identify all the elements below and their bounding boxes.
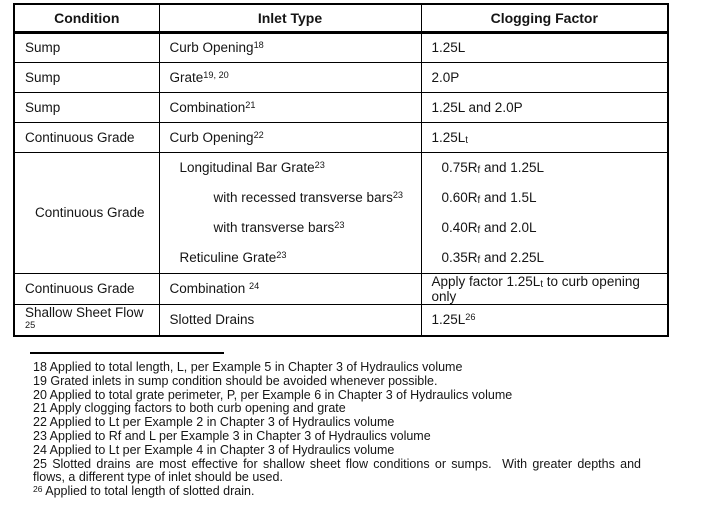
header-cell-clogging-factor: Clogging Factor xyxy=(420,3,669,34)
cell-inlet-type: Combination 24 xyxy=(158,272,422,305)
footnotes-block: 18 Applied to total length, L, per Examp… xyxy=(33,360,641,499)
condition-text: Continuous Grade xyxy=(35,204,145,220)
cell-condition: Sump xyxy=(13,91,160,123)
inlet-line-transverse-bars: with transverse bars23 xyxy=(213,219,345,235)
table-row-shallow-sheet-flow-slotted-drains: Shallow Sheet Flow 25 Slotted Drains 1.2… xyxy=(13,303,669,336)
document-page: Condition Inlet Type Clogging Factor Sum… xyxy=(13,3,669,337)
footnote-24: 24 Applied to Lt per Example 4 in Chapte… xyxy=(33,442,395,457)
factor-line-1: 0.75Rf and 1.25L xyxy=(441,159,545,177)
cell-clogging-factor: Apply factor 1.25Lt to curb opening only xyxy=(420,272,669,305)
cell-inlet-type: Curb Opening18 xyxy=(158,31,422,63)
factor-line-4: 0.35Rf and 2.25L xyxy=(441,249,545,267)
table-header-row: Condition Inlet Type Clogging Factor xyxy=(13,3,669,34)
table-row-continuous-grade-curb-opening: Continuous Grade Curb Opening22 1.25Lt xyxy=(13,121,669,153)
inlet-line-longitudinal-bar-grate: Longitudinal Bar Grate23 xyxy=(179,159,325,175)
cell-inlet-type: Grate19, 20 xyxy=(158,61,422,93)
cell-clogging-factor: 1.25L xyxy=(420,31,669,63)
cell-inlet-type: Longitudinal Bar Grate23 with recessed t… xyxy=(158,151,422,274)
cell-condition: Shallow Sheet Flow 25 xyxy=(13,303,160,336)
footnote-23: 23 Applied to Rf and L per Example 3 in … xyxy=(33,428,431,443)
table-row-continuous-grade-combination: Continuous Grade Combination 24 Apply fa… xyxy=(13,272,669,305)
cell-condition: Sump xyxy=(13,31,160,63)
footnote-26: 26 Applied to total length of slotted dr… xyxy=(33,483,255,499)
clogging-factor-table: Condition Inlet Type Clogging Factor Sum… xyxy=(13,3,669,337)
inlet-line-reticuline-grate: Reticuline Grate23 xyxy=(179,249,287,265)
factor-line-2: 0.60Rf and 1.5L xyxy=(441,189,537,207)
table-row-sump-curb-opening: Sump Curb Opening18 1.25L xyxy=(13,31,669,63)
cell-inlet-type: Slotted Drains xyxy=(158,303,422,336)
cell-clogging-factor: 0.75Rf and 1.25L 0.60Rf and 1.5L 0.40Rf … xyxy=(420,151,669,274)
footnote-18: 18 Applied to total length, L, per Examp… xyxy=(33,360,463,374)
cell-clogging-factor: 1.25L26 xyxy=(420,303,669,336)
table-row-sump-combination: Sump Combination21 1.25L and 2.0P xyxy=(13,91,669,123)
cell-clogging-factor: 1.25Lt xyxy=(420,121,669,153)
cell-condition: Continuous Grade xyxy=(13,151,160,274)
footnote-19: 19 Grated inlets in sump condition shoul… xyxy=(33,373,438,388)
cell-condition: Continuous Grade xyxy=(13,121,160,153)
table-row-sump-grate: Sump Grate19, 20 2.0P xyxy=(13,61,669,93)
cell-condition: Continuous Grade xyxy=(13,272,160,305)
footnote-21: 21 Apply clogging factors to both curb o… xyxy=(33,401,346,416)
footnote-25: 25 Slotted drains are most effective for… xyxy=(33,456,641,485)
cell-clogging-factor: 1.25L and 2.0P xyxy=(420,91,669,123)
cell-inlet-type: Combination21 xyxy=(158,91,422,123)
table-row-continuous-grade-grates: Continuous Grade Longitudinal Bar Grate2… xyxy=(13,151,669,274)
cell-condition: Sump xyxy=(13,61,160,93)
header-cell-inlet-type: Inlet Type xyxy=(158,3,422,34)
cell-inlet-type: Curb Opening22 xyxy=(158,121,422,153)
inlet-line-recessed-transverse-bars: with recessed transverse bars23 xyxy=(213,189,404,205)
header-cell-condition: Condition xyxy=(13,3,160,34)
factor-line-3: 0.40Rf and 2.0L xyxy=(441,219,537,237)
footnote-separator-rule xyxy=(30,352,224,354)
cell-clogging-factor: 2.0P xyxy=(420,61,669,93)
footnote-20: 20 Applied to total grate perimeter, P, … xyxy=(33,387,513,402)
footnote-22: 22 Applied to Lt per Example 2 in Chapte… xyxy=(33,415,395,430)
